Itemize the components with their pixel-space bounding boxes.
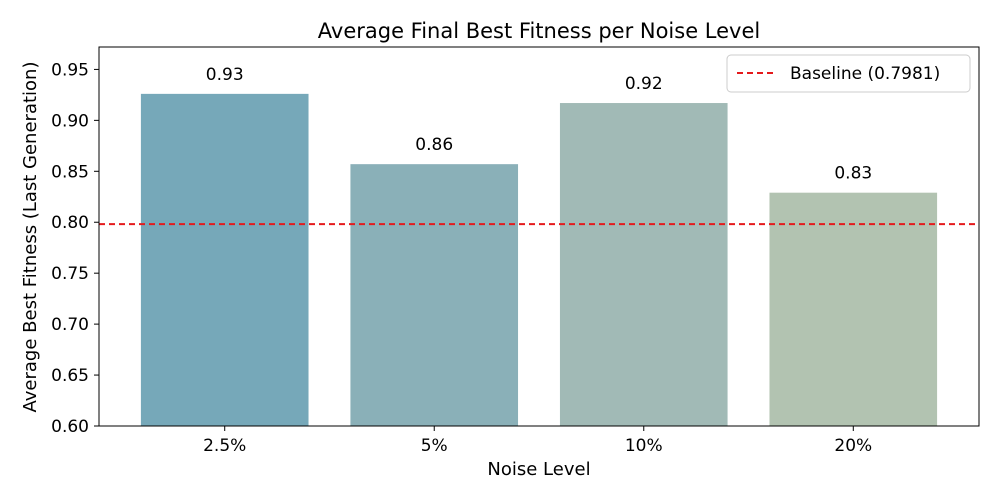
bar [769, 192, 938, 426]
bar [350, 164, 519, 426]
plot-area: 0.93 2.5% 0.86 5% 0.92 10% 0.83 20% 0.60 0.65 0.70… [51, 46, 980, 456]
plot-frame [98, 46, 980, 427]
legend-baseline-label: Baseline (0.7981) [790, 64, 940, 84]
bar [140, 93, 309, 426]
x-tick-label: 2.5% [203, 436, 246, 456]
y-tick-label: 0.90 [51, 111, 89, 131]
data-label: 0.93 [206, 65, 244, 85]
x-tick-label: 5% [421, 436, 448, 456]
y-tick-label: 0.80 [51, 213, 89, 233]
legend: Baseline (0.7981) [726, 54, 971, 93]
y-axis-label: Average Best Fitness (Last Generation) [20, 62, 41, 413]
y-tick-label: 0.85 [51, 162, 89, 182]
chart-title: Average Final Best Fitness per Noise Lev… [318, 19, 761, 43]
bar [559, 103, 728, 426]
data-label: 0.83 [834, 164, 872, 184]
y-tick-label: 0.65 [51, 366, 89, 386]
x-tick-label: 20% [834, 436, 872, 456]
y-tick-label: 0.70 [51, 315, 89, 335]
data-label: 0.92 [625, 74, 663, 94]
y-tick-label: 0.95 [51, 60, 89, 80]
x-tick-label: 10% [625, 436, 663, 456]
data-label: 0.86 [415, 135, 453, 155]
y-tick-label: 0.75 [51, 264, 89, 284]
y-tick-label: 0.60 [51, 417, 89, 437]
x-axis-label: Noise Level [487, 459, 590, 480]
legend-frame [726, 54, 971, 93]
